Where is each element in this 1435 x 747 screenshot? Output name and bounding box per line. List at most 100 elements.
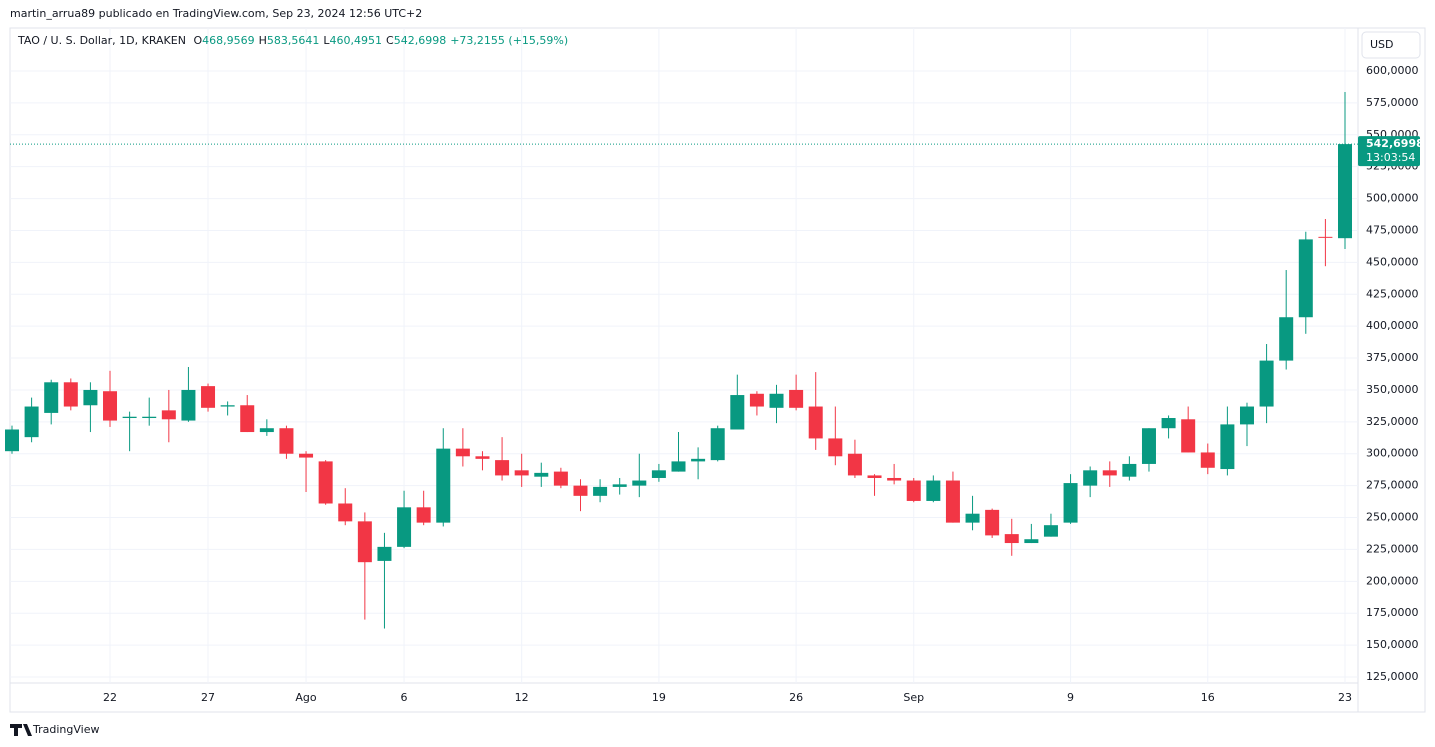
candle-body <box>828 438 843 457</box>
y-tick-label: 125,0000 <box>1366 670 1419 683</box>
currency[interactable]: USD <box>1370 38 1394 51</box>
candle-body <box>377 546 392 561</box>
candle-body <box>142 416 157 419</box>
legend: TAO / U. S. Dollar, 1D, KRAKEN O468,9569… <box>18 34 572 47</box>
candle-body <box>534 472 549 477</box>
candle-body <box>357 521 372 563</box>
brand-logo <box>10 724 32 736</box>
candle-body <box>710 428 725 461</box>
x-tick-label: 12 <box>515 691 529 704</box>
candle-body <box>5 429 19 452</box>
x-tick-label: 22 <box>103 691 117 704</box>
y-tick-label: 600,0000 <box>1366 64 1419 77</box>
candle-body <box>1063 483 1078 523</box>
candle-body <box>495 460 510 476</box>
y-tick-label: 375,0000 <box>1366 351 1419 364</box>
y-tick-label: 400,0000 <box>1366 319 1419 332</box>
y-tick-label: 275,0000 <box>1366 479 1419 492</box>
candle-body <box>867 475 882 478</box>
candle-body <box>83 389 98 406</box>
ohlc-key: L <box>323 34 330 47</box>
y-tick-label: 450,0000 <box>1366 255 1419 268</box>
candle-body <box>965 513 980 523</box>
candle-body <box>44 382 59 413</box>
x-tick-label: 23 <box>1338 691 1352 704</box>
candle-body <box>122 416 137 419</box>
candle-body <box>318 461 333 504</box>
candle-body <box>593 486 608 496</box>
candle-body <box>181 389 196 421</box>
x-tick-label: Ago <box>295 691 317 704</box>
candle-body <box>201 386 216 408</box>
candle-body <box>730 395 745 430</box>
x-tick-label: 6 <box>401 691 408 704</box>
candle-body <box>1004 534 1019 544</box>
candle-body <box>240 405 255 433</box>
candle-body <box>808 406 823 439</box>
countdown: 13:03:54 <box>1366 151 1415 164</box>
candle-body <box>63 382 78 407</box>
candle-body <box>1102 470 1117 476</box>
candle-body <box>475 456 490 459</box>
symbol: TAO / U. S. Dollar, 1D, KRAKEN <box>18 34 186 47</box>
candle-body <box>1083 470 1098 486</box>
candle-body <box>24 406 39 438</box>
candle-body <box>1220 424 1235 470</box>
candle-body <box>1122 463 1137 477</box>
x-tick-label: 27 <box>201 691 215 704</box>
candle-body <box>279 428 294 454</box>
ohlc-value: 583,5641 <box>266 34 320 47</box>
y-tick-label: 150,0000 <box>1366 638 1419 651</box>
ohlc-key: O <box>193 34 203 47</box>
candle-body <box>887 477 902 481</box>
y-tick-label: 500,0000 <box>1366 192 1419 205</box>
candle-body <box>573 485 588 496</box>
candle-body <box>926 480 941 501</box>
candle-body <box>1043 525 1058 537</box>
candle-body <box>1141 428 1156 464</box>
ohlc-value: 460,4951 <box>329 34 383 47</box>
candle-body <box>1338 144 1352 239</box>
x-tick-label: Sep <box>903 691 924 704</box>
last-price-box <box>1358 136 1420 167</box>
y-tick-label: 325,0000 <box>1366 415 1419 428</box>
candle-body <box>847 453 862 476</box>
candle-body <box>1200 452 1215 468</box>
candle-body <box>1279 317 1294 361</box>
candle-body <box>1318 236 1333 238</box>
y-tick-label: 425,0000 <box>1366 287 1419 300</box>
chart-frame <box>9 27 1426 713</box>
candle-body <box>220 405 235 407</box>
currency-button[interactable] <box>1361 31 1421 59</box>
y-tick-label: 475,0000 <box>1366 223 1419 236</box>
byline: martin_arrua89 publicado en TradingView.… <box>10 7 422 20</box>
candle-body <box>985 509 1000 536</box>
candle-body <box>651 470 666 478</box>
candle-body <box>789 389 804 408</box>
candle-body <box>632 480 647 486</box>
candle-body <box>1024 539 1039 544</box>
candle-body <box>455 448 470 457</box>
candle-body <box>671 461 686 472</box>
candle-body <box>1181 419 1196 453</box>
change: +73,2155 (+15,59%) <box>450 34 569 47</box>
candle-body <box>259 428 274 433</box>
candle-body <box>769 393 784 408</box>
candle-body <box>906 480 921 501</box>
candle-body <box>514 470 529 476</box>
candle-body <box>612 484 627 487</box>
y-tick-label: 225,0000 <box>1366 542 1419 555</box>
x-tick-label: 16 <box>1201 691 1215 704</box>
ohlc-value: 468,9569 <box>202 34 255 47</box>
candle-body <box>553 471 568 486</box>
candle-body <box>299 453 314 458</box>
candle-body <box>1298 239 1313 318</box>
candle-body <box>161 410 176 420</box>
ohlc-key: H <box>258 34 267 47</box>
candle-body <box>691 458 706 462</box>
candle-body <box>416 507 431 523</box>
x-tick-label: 19 <box>652 691 666 704</box>
y-tick-label: 250,0000 <box>1366 511 1419 524</box>
